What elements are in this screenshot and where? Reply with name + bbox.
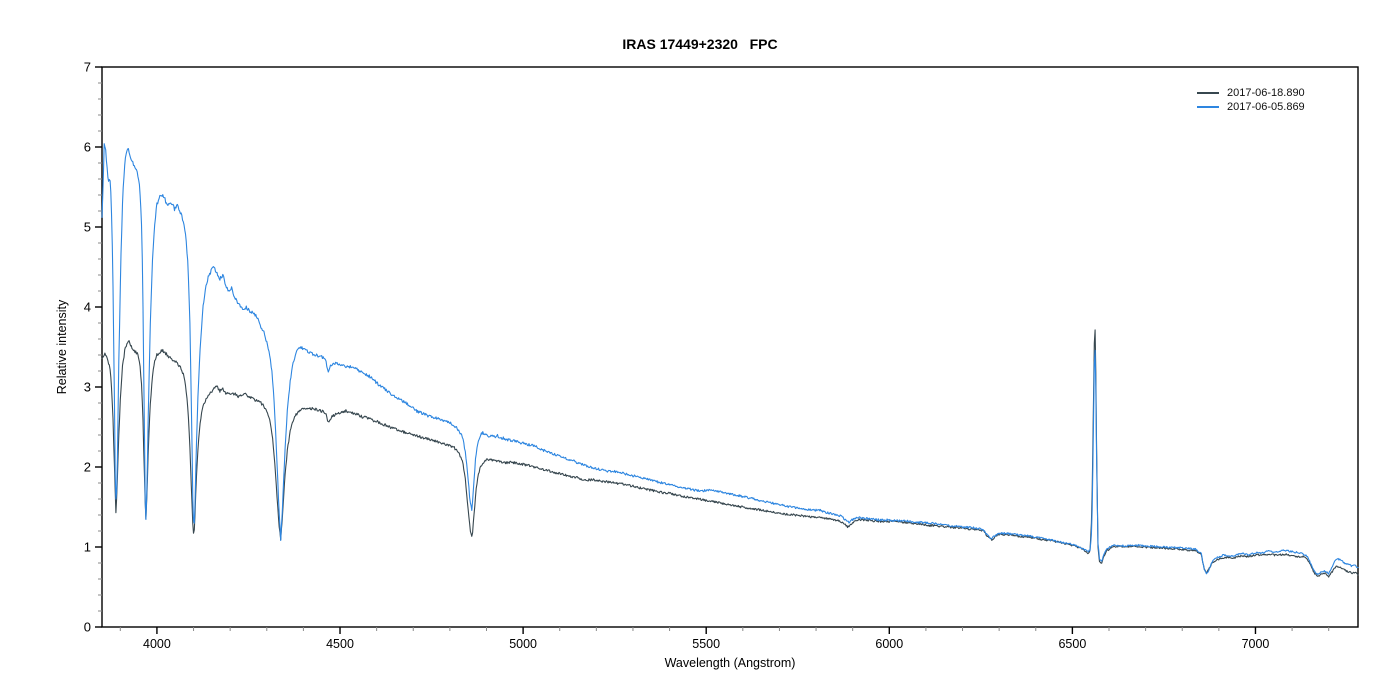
legend-item-2017-06-18-890: 2017-06-18.890 [1197,86,1305,100]
x-tick-label: 4500 [326,637,354,651]
series-line-2017-06-18-890 [101,329,1359,578]
legend-label: 2017-06-18.890 [1227,87,1305,99]
y-axis-label: Relative intensity [55,299,69,395]
legend-label: 2017-06-05.869 [1227,101,1305,113]
y-tick-label: 4 [84,300,91,315]
legend-line-swatch-dark [1197,92,1219,94]
x-tick-label: 7000 [1242,637,1270,651]
series-line-2017-06-05-869 [101,143,1359,576]
y-tick-label: 6 [84,140,91,155]
chart-title: IRAS 17449+2320 FPC [622,36,778,52]
x-tick-label: 4000 [143,637,171,651]
y-tick-label: 1 [84,540,91,555]
legend-item-2017-06-05-869: 2017-06-05.869 [1197,100,1305,114]
x-axis-label: Wavelength (Angstrom) [664,656,796,670]
y-tick-label: 0 [84,620,91,635]
x-tick-label: 6500 [1058,637,1086,651]
y-tick-label: 5 [84,220,91,235]
y-tick-label: 2 [84,460,91,475]
x-tick-label: 5500 [692,637,720,651]
x-tick-label: 6000 [875,637,903,651]
x-axis-ticks: 4000 4500 5000 5500 6000 6500 7000 [119,627,1330,651]
x-tick-label: 5000 [509,637,537,651]
y-axis-ticks: 0 1 2 3 4 5 6 7 [84,60,102,635]
plot-frame [101,66,1359,628]
legend: 2017-06-18.890 2017-06-05.869 [1197,86,1305,114]
y-tick-label: 3 [84,380,91,395]
y-tick-label: 7 [84,60,91,75]
legend-line-swatch-blue [1197,106,1219,108]
